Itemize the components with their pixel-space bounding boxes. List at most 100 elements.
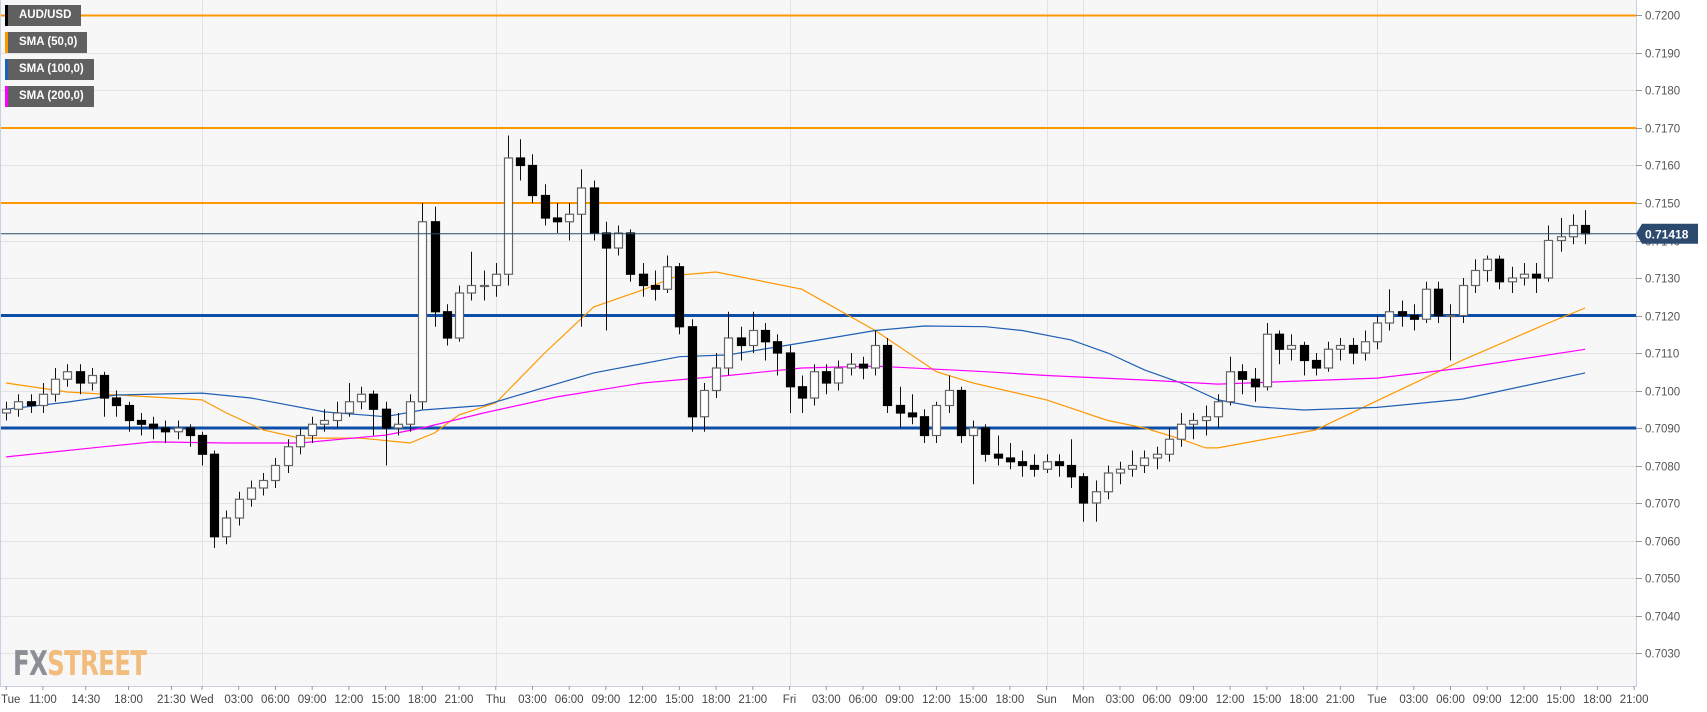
candle-body-bearish [980,427,991,455]
x-tick-label: Thu [486,694,506,706]
x-tick-label: 09:00 [885,694,914,706]
candle-body-bearish [638,273,649,287]
candle-body-bullish [1543,239,1554,279]
candle-body-bearish [1237,371,1248,380]
horizontal-levels [0,14,1636,430]
candle [919,409,930,443]
candle [527,154,538,203]
candle [1,401,12,421]
candle-body-bearish [1274,333,1285,350]
x-tick-label: 14:30 [71,694,100,706]
candle-body-bearish [136,419,147,425]
candle [882,338,893,413]
legend-swatch [5,5,8,26]
candle [1237,364,1248,395]
x-tick-label: 09:00 [1473,694,1502,706]
y-tick-label: 0.7100 [1645,387,1680,399]
candle [833,360,844,391]
candle [1348,338,1359,365]
candle-body-bearish [430,221,441,313]
candle-body-bearish [197,434,208,455]
legend-label: SMA (100,0) [19,63,84,75]
legend-item-sma100[interactable]: SMA (100,0) [5,59,94,80]
candle [613,225,624,256]
price-badge-shape [1636,223,1698,244]
x-tick-label: 21:00 [445,694,474,706]
candle-body-bullish [723,337,734,369]
candle-body-bearish [381,408,392,429]
candle-body-bullish [13,401,24,410]
candle [173,420,184,440]
candle-body-bearish [1066,464,1077,478]
candle [1372,315,1383,350]
candle [638,263,649,297]
candle-body-bullish [1556,236,1567,242]
y-tick-label: 0.7080 [1645,462,1680,474]
x-tick-label: 12:00 [628,694,657,706]
candle-body-bullish [50,378,61,395]
candle-body-bearish [1005,457,1016,463]
x-tick-label: Mon [1072,694,1094,706]
current-price-badge: 0.71418 [1636,223,1698,244]
candle [368,390,379,436]
candle [221,510,232,545]
candle [1482,255,1493,282]
candle-body-bullish [491,273,502,287]
x-tick-label: 12:00 [922,694,951,706]
candle [99,371,110,417]
candle [711,353,722,398]
candle-body-bearish [993,453,1004,459]
candle [356,386,367,410]
candle-body-bearish [99,374,110,399]
x-tick-label: 09:00 [592,694,621,706]
legend-item-sma200[interactable]: SMA (200,0) [5,86,94,107]
y-tick-label: 0.7120 [1645,312,1680,324]
candle [601,221,612,331]
candle-body-bullish [833,367,844,384]
legend: AUD/USD SMA (50,0) SMA (100,0) SMA (200,… [5,5,94,113]
candle-body-bearish [442,311,453,339]
candle-body-bearish [209,453,220,538]
candle [907,394,918,425]
candle-body-bearish [1054,461,1065,467]
x-tick-label: 03:00 [1399,694,1428,706]
candle [393,413,404,436]
legend-label: AUD/USD [19,9,72,21]
x-tick-label: 06:00 [261,694,290,706]
candle-body-bullish [1445,314,1456,318]
x-tick-label: Tue [1367,694,1386,706]
candle-body-bullish [1152,453,1163,459]
y-axis: 0.7030 0.7040 0.7050 0.7060 0.7070 0.7080 0.70… [1636,11,1680,661]
candle-body-bullish [417,221,428,403]
candle-body-bearish [1409,314,1420,320]
candle-body-bullish [1323,348,1334,369]
candle [185,424,196,447]
candle [1556,218,1567,252]
candle-body-bearish [1078,476,1089,504]
candle-body-bearish [625,232,636,275]
y-tick-label: 0.7170 [1645,124,1680,136]
y-tick-label: 0.7110 [1645,349,1679,361]
candle [1188,413,1199,440]
candle [1384,289,1395,331]
candle [846,353,857,376]
candle-body-bearish [185,427,196,437]
candle [1127,450,1138,477]
legend-item-audusd[interactable]: AUD/USD [5,5,82,26]
y-tick-label: 0.7190 [1645,49,1680,61]
candle [1250,368,1261,402]
candle [1115,461,1126,485]
candle [1139,450,1150,473]
x-tick-label: 21:00 [1620,694,1649,706]
candle [1568,214,1579,245]
candle-body-bearish [1580,224,1591,235]
candle [479,270,490,301]
candle [1029,454,1040,477]
x-tick-label: 09:00 [298,694,327,706]
candle [1054,454,1065,477]
x-tick-label: 18:00 [114,694,143,706]
candles [1,135,1591,548]
candle [295,428,306,455]
legend-item-sma50[interactable]: SMA (50,0) [5,32,88,53]
candle-body-bullish [1507,277,1518,283]
